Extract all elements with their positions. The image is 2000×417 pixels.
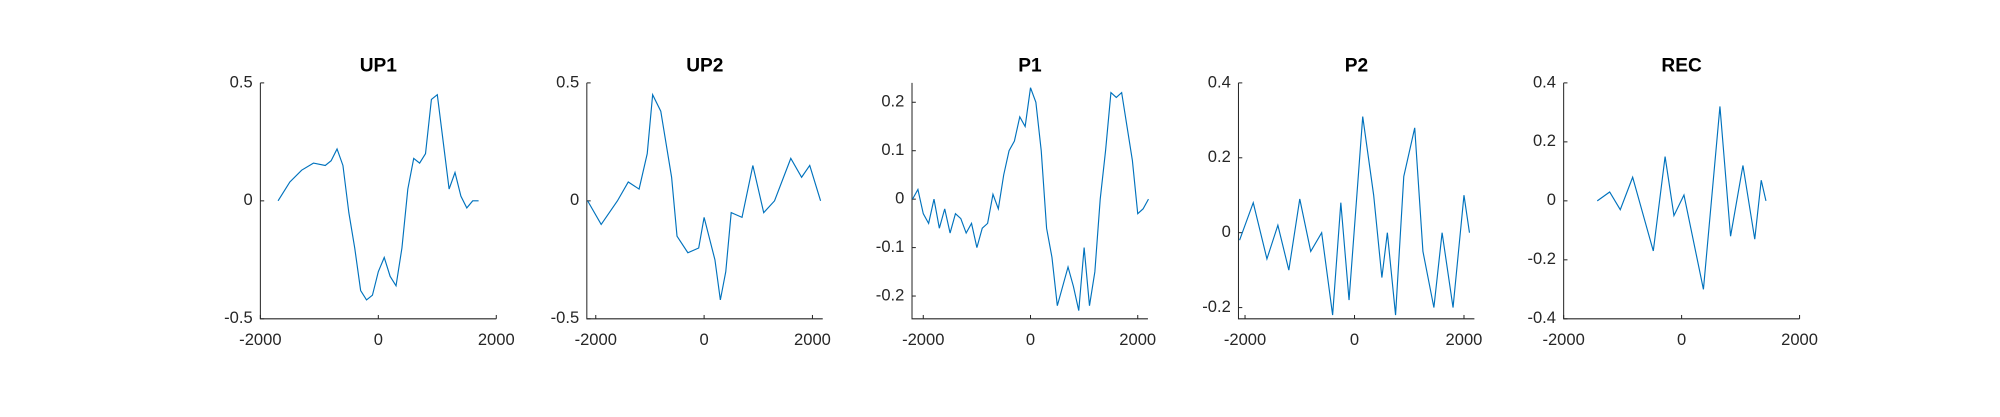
axis-line <box>1237 82 1475 320</box>
y-tick-label: -0.2 <box>1527 249 1556 268</box>
y-tick-label: 0 <box>1547 190 1556 209</box>
y-tick-label: 0.2 <box>1533 131 1556 150</box>
x-tick-label: -2000 <box>902 330 944 349</box>
chart-title: UP2 <box>686 55 723 76</box>
chart-title: P1 <box>1018 55 1042 76</box>
y-tick-label: 0.5 <box>230 72 253 91</box>
x-tick-label: 2000 <box>794 330 831 349</box>
x-tick-label: 0 <box>1350 330 1359 349</box>
y-tick-label: -0.5 <box>224 308 253 327</box>
axis-line <box>259 82 497 320</box>
y-tick-label: 0.1 <box>881 140 904 159</box>
x-tick-label: -2000 <box>1542 330 1584 349</box>
y-tick-label: -0.2 <box>876 285 905 304</box>
data-line <box>1596 106 1767 290</box>
y-tick-label: -0.5 <box>551 308 580 327</box>
y-tick-label: 0 <box>895 189 904 208</box>
chart-title: UP1 <box>360 55 398 76</box>
x-tick-label: 0 <box>1026 330 1035 349</box>
y-tick-label: 0.2 <box>881 92 904 111</box>
chart-title: P2 <box>1345 55 1368 76</box>
x-tick-label: -2000 <box>1224 330 1266 349</box>
y-tick-label: 0.4 <box>1208 72 1231 91</box>
y-tick-label: 0.4 <box>1533 72 1556 91</box>
x-tick-label: 2000 <box>1446 330 1483 349</box>
data-line <box>277 93 479 301</box>
data-line <box>1239 116 1471 316</box>
y-tick-label: -0.4 <box>1527 308 1556 327</box>
x-tick-label: 0 <box>1677 330 1686 349</box>
y-tick-label: 0 <box>570 190 579 209</box>
chart-title: REC <box>1661 55 1702 76</box>
x-tick-label: 2000 <box>1781 330 1818 349</box>
y-tick-label: -0.1 <box>876 237 905 256</box>
x-tick-label: -2000 <box>575 330 617 349</box>
x-tick-label: 2000 <box>478 330 515 349</box>
x-tick-label: -2000 <box>239 330 281 349</box>
y-tick-label: 0.5 <box>556 72 579 91</box>
data-line <box>587 92 822 301</box>
axis-line <box>911 82 1148 320</box>
x-tick-label: 0 <box>374 330 383 349</box>
x-tick-label: 0 <box>699 330 708 349</box>
y-tick-label: -0.2 <box>1202 297 1231 316</box>
y-tick-label: 0 <box>1222 222 1231 241</box>
data-line <box>912 87 1149 311</box>
axis-line <box>586 82 823 320</box>
y-tick-label: 0.2 <box>1208 147 1231 166</box>
x-tick-label: 2000 <box>1119 330 1156 349</box>
y-tick-label: 0 <box>243 190 252 209</box>
